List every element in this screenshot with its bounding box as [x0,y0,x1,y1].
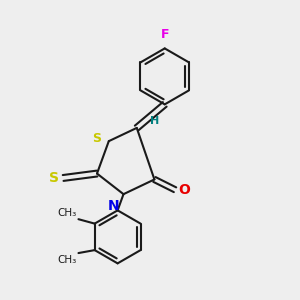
Text: S: S [92,132,101,145]
Text: H: H [150,116,159,126]
Text: O: O [178,183,190,197]
Text: CH₃: CH₃ [58,254,77,265]
Text: N: N [107,199,119,213]
Text: S: S [49,171,59,185]
Text: CH₃: CH₃ [58,208,77,218]
Text: F: F [160,28,169,41]
